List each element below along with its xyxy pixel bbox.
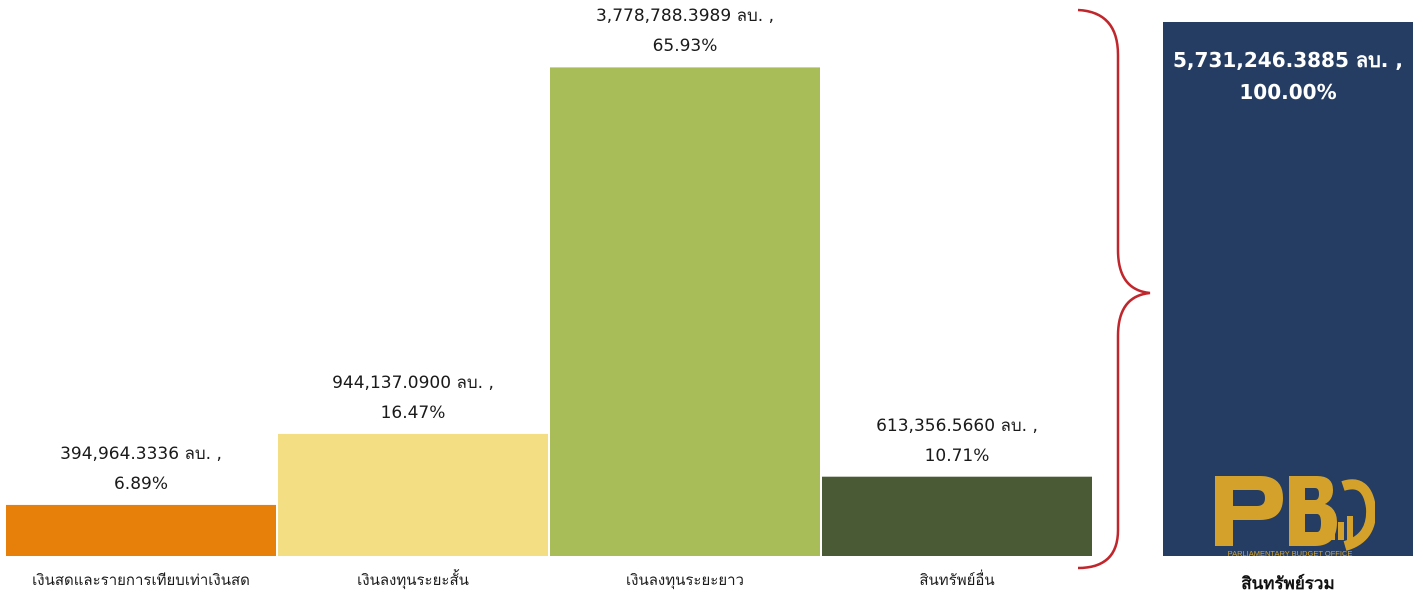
bar-percent-text: 10.71% xyxy=(924,445,990,466)
bar-value-text: 613,356.5660 ลบ. , xyxy=(876,415,1038,436)
bar-3 xyxy=(550,67,820,557)
category-label-4: สินทรัพย์อื่น xyxy=(919,571,995,589)
bar-value-text: 3,778,788.3989 ลบ. , xyxy=(595,6,774,27)
bar-value-label-3: 3,778,788.3989 ลบ. , 65.93% xyxy=(550,1,820,61)
total-value-text: 5,731,246.3885 ลบ. , xyxy=(1173,48,1403,72)
bar-value-text: 394,964.3336 ลบ. , xyxy=(60,443,222,464)
bar-value-label-4: 613,356.5660 ลบ. , 10.71% xyxy=(822,411,1092,471)
bar-2 xyxy=(278,433,548,556)
bar-value-label-1: 394,964.3336 ลบ. , 6.89% xyxy=(6,439,276,499)
pbo-logo: PARLIAMENTARY BUDGET OFFICE xyxy=(1215,476,1375,558)
bar-4 xyxy=(822,476,1092,556)
total-bar xyxy=(1163,22,1413,556)
bar-value-label-2: 944,137.0900 ลบ. , 16.47% xyxy=(278,368,548,428)
total-category-label: สินทรัพย์รวม xyxy=(1241,574,1335,594)
category-label-2: เงินลงทุนระยะสั้น xyxy=(357,571,469,589)
bar-value-text: 944,137.0900 ลบ. , xyxy=(332,372,494,393)
category-label-3: เงินลงทุนระยะยาว xyxy=(626,571,744,589)
bar-percent-text: 6.89% xyxy=(113,473,168,494)
pbo-logo-mark xyxy=(1215,476,1375,551)
total-percent-text: 100.00% xyxy=(1239,80,1337,104)
category-label-1: เงินสดและรายการเทียบเท่าเงินสด xyxy=(32,571,250,589)
curly-brace xyxy=(1077,8,1151,570)
pbo-logo-text: PARLIAMENTARY BUDGET OFFICE xyxy=(1228,549,1353,558)
bar-percent-text: 16.47% xyxy=(380,402,446,423)
bar-1 xyxy=(6,504,276,556)
bar-percent-text: 65.93% xyxy=(652,36,718,57)
total-value-label: 5,731,246.3885 ลบ. , 100.00% xyxy=(1163,44,1413,108)
bars-group xyxy=(6,67,1092,557)
